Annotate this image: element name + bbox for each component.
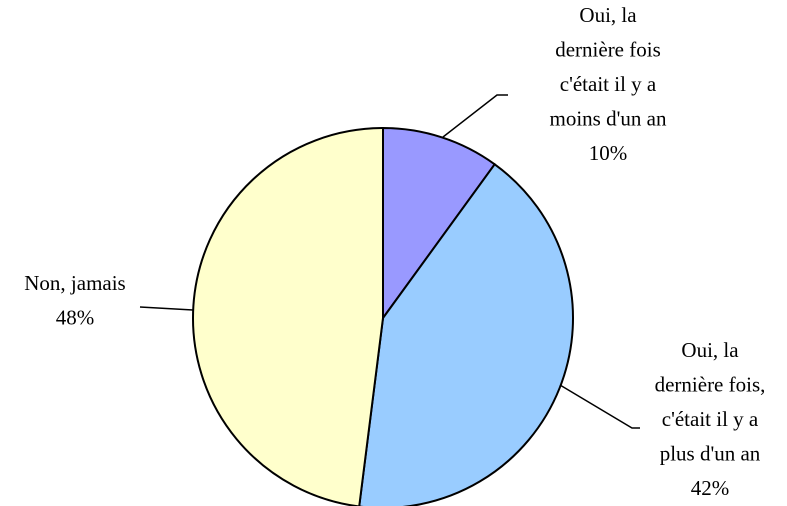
leader-line: [559, 384, 640, 429]
slice-label: Oui, la dernière fois, c'était il y a plus …: [655, 338, 766, 466]
slice-label: Non, jamais: [24, 271, 125, 295]
leader-line: [139, 306, 194, 311]
pie-slice: [382, 126, 497, 322]
slice-label: Oui, la dernière fois c'était il y a moins …: [550, 3, 667, 131]
slice-value-label: 10%: [589, 141, 628, 165]
slice-value-label: 42%: [691, 476, 730, 500]
leader-line: [442, 94, 508, 138]
pie-slice: [358, 162, 574, 506]
pie-slice: [191, 126, 384, 506]
slice-value-label: 48%: [56, 306, 95, 330]
